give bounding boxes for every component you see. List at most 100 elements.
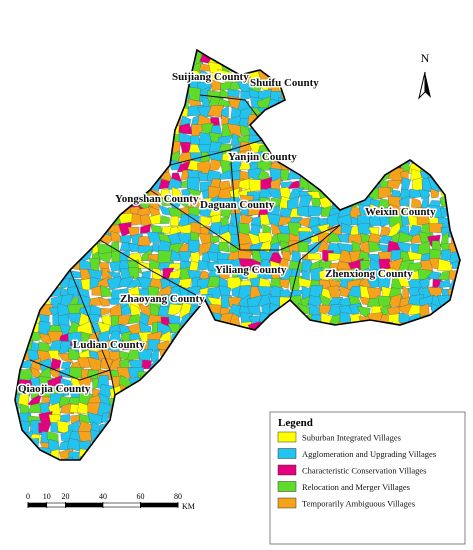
village-cell	[277, 367, 294, 381]
village-cell	[207, 389, 224, 400]
village-cell	[88, 159, 102, 171]
village-cell	[120, 441, 134, 454]
village-cell	[297, 55, 312, 65]
village-cell	[120, 429, 135, 445]
village-cell	[137, 61, 152, 74]
village-cell	[307, 63, 324, 77]
village-cell	[159, 385, 174, 400]
village-cell	[107, 456, 123, 460]
village-cell	[337, 89, 353, 101]
village-cell	[109, 465, 121, 479]
village-cell	[428, 223, 444, 233]
village-cell	[269, 115, 283, 130]
village-cell	[91, 153, 103, 163]
village-cell	[269, 132, 281, 148]
village-cell	[197, 323, 209, 337]
scale-label: 0	[26, 492, 30, 501]
village-cell	[427, 153, 443, 164]
village-cell	[91, 179, 100, 194]
village-cell	[327, 231, 342, 243]
village-cell	[287, 375, 303, 390]
village-cell	[129, 461, 141, 471]
village-cell	[299, 375, 312, 391]
village-cell	[159, 135, 173, 149]
village-cell	[49, 203, 64, 220]
village-cell	[440, 144, 451, 157]
village-cell	[327, 339, 344, 354]
village-cell	[87, 448, 103, 460]
village-cell	[170, 359, 183, 373]
village-cell	[357, 105, 373, 121]
village-cell	[408, 99, 423, 110]
village-cell	[247, 431, 261, 445]
village-cell	[158, 55, 174, 66]
village-cell	[349, 178, 361, 192]
village-cell	[260, 131, 274, 145]
village-cell	[271, 376, 282, 389]
village-cell	[17, 117, 32, 128]
village-cell	[308, 360, 324, 372]
village-cell	[191, 421, 201, 436]
village-cell	[398, 71, 414, 84]
village-cell	[190, 403, 205, 417]
village-cell	[449, 366, 460, 382]
village-cell	[71, 204, 84, 219]
village-cell	[147, 132, 164, 146]
village-cell	[321, 170, 333, 181]
village-cell	[378, 151, 394, 164]
village-cell	[236, 422, 252, 433]
village-cell	[459, 160, 460, 172]
village-cell	[389, 369, 403, 380]
village-cell	[279, 395, 293, 406]
village-cell	[18, 233, 33, 242]
village-cell	[240, 356, 254, 371]
village-cell	[458, 333, 460, 345]
village-cell	[18, 162, 33, 174]
village-cell	[150, 447, 164, 460]
village-cell	[317, 161, 331, 174]
village-cell	[217, 241, 230, 253]
village-cell	[240, 331, 253, 346]
village-cell	[289, 50, 303, 58]
village-cell	[291, 114, 303, 128]
village-cell	[217, 420, 235, 436]
village-cell	[129, 423, 143, 433]
village-cell	[99, 150, 112, 163]
village-cell	[299, 369, 312, 382]
village-cell	[297, 341, 314, 354]
village-cell	[107, 205, 120, 215]
village-cell	[240, 386, 251, 396]
village-cell	[76, 169, 93, 183]
village-cell	[437, 123, 454, 137]
village-cell	[440, 153, 452, 166]
village-cell	[267, 348, 280, 360]
village-cell	[388, 124, 401, 139]
village-cell	[388, 50, 400, 56]
village-cell	[451, 303, 460, 318]
village-cell	[339, 180, 353, 192]
village-cell	[39, 115, 53, 130]
village-cell	[15, 180, 24, 194]
village-cell	[289, 398, 302, 408]
village-cell	[411, 90, 420, 102]
village-cell	[97, 251, 114, 264]
village-cell	[377, 79, 389, 92]
village-cell	[256, 394, 273, 407]
village-cell	[28, 69, 43, 85]
village-cell	[457, 132, 460, 149]
village-cell	[168, 88, 182, 103]
village-cell	[360, 126, 372, 140]
village-cell	[317, 330, 335, 346]
village-cell	[170, 215, 179, 227]
village-cell	[127, 177, 142, 193]
village-cell	[15, 160, 24, 174]
village-cell	[107, 448, 124, 460]
village-cell	[48, 468, 59, 479]
village-cell	[219, 204, 235, 219]
village-cell	[91, 59, 104, 75]
village-cell	[150, 151, 164, 165]
village-cell	[407, 331, 425, 345]
village-cell	[376, 50, 392, 67]
village-cell	[148, 98, 164, 111]
village-cell	[318, 143, 332, 154]
